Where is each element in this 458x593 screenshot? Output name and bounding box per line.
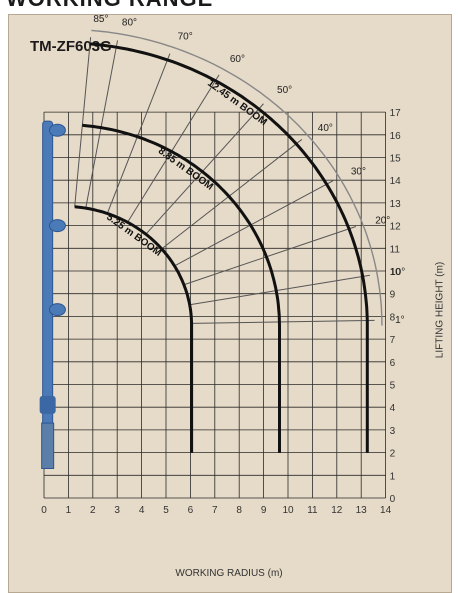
boom-angle-line bbox=[127, 74, 220, 223]
boom-head bbox=[48, 219, 66, 233]
y-tick-label: 7 bbox=[390, 335, 396, 346]
x-tick-label: 12 bbox=[331, 505, 343, 516]
boom-arc bbox=[89, 42, 369, 453]
boom-angle-line bbox=[174, 180, 334, 267]
x-axis-label: WORKING RADIUS (m) bbox=[175, 568, 283, 579]
y-tick-label: 12 bbox=[390, 222, 402, 233]
x-tick-label: 6 bbox=[188, 505, 194, 516]
x-tick-label: 13 bbox=[356, 505, 368, 516]
y-tick-label: 1 bbox=[390, 471, 396, 482]
y-tick-label: 15 bbox=[390, 154, 402, 165]
x-tick-label: 1 bbox=[66, 505, 72, 516]
boom-angle-line bbox=[145, 103, 264, 235]
y-tick-label: 3 bbox=[390, 426, 396, 437]
boom-arc bbox=[74, 205, 194, 453]
y-tick-label: 0 bbox=[390, 494, 396, 505]
boom-angle-label: 80° bbox=[122, 18, 137, 29]
boom-angle-line bbox=[183, 226, 357, 286]
boom-angle-line bbox=[74, 37, 92, 207]
boom-head bbox=[48, 123, 66, 137]
y-tick-label: 4 bbox=[390, 403, 396, 414]
boom-head bbox=[48, 303, 66, 317]
boom-arc bbox=[82, 123, 281, 453]
boom-angle-label: 30° bbox=[351, 167, 366, 178]
chart-panel bbox=[8, 14, 452, 593]
boom-angle-label: 40° bbox=[318, 123, 333, 134]
x-tick-label: 8 bbox=[236, 505, 242, 516]
boom-angle-label: 85° bbox=[93, 14, 108, 25]
crane-base bbox=[39, 395, 56, 414]
boom-angle-line bbox=[191, 319, 375, 324]
y-tick-label: 10 bbox=[390, 267, 402, 278]
crane-column bbox=[41, 422, 55, 469]
y-tick-label: 8 bbox=[390, 312, 396, 323]
boom-length-label: 8.85 m BOOM bbox=[156, 146, 215, 193]
boom-angle-label: 70° bbox=[178, 31, 193, 42]
y-axis-label: LIFTING HEIGHT (m) bbox=[434, 261, 446, 359]
boom-angle-line bbox=[161, 139, 303, 250]
y-tick-label: 11 bbox=[390, 244, 401, 255]
page-title: WORKING RANGE bbox=[6, 0, 213, 12]
x-tick-label: 2 bbox=[90, 505, 96, 516]
boom-angle-line bbox=[85, 40, 119, 209]
x-tick-label: 5 bbox=[163, 505, 169, 516]
boom-angle-label: 20° bbox=[375, 215, 390, 226]
y-tick-label: 9 bbox=[390, 290, 396, 301]
crane-mast bbox=[42, 120, 54, 469]
x-tick-label: 7 bbox=[212, 505, 218, 516]
x-tick-label: 4 bbox=[139, 505, 145, 516]
x-tick-label: 3 bbox=[114, 505, 120, 516]
x-tick-label: 11 bbox=[307, 505, 318, 516]
model-name: TM-ZF603G bbox=[30, 38, 112, 55]
header-strip: WORKING RANGE bbox=[0, 0, 458, 14]
boom-length-label: 5.25 m BOOM bbox=[104, 212, 163, 259]
boom-angle-label: 60° bbox=[230, 54, 245, 65]
y-tick-label: 17 bbox=[390, 108, 402, 119]
y-tick-label: 13 bbox=[390, 199, 402, 210]
boom-angle-label: 10° bbox=[390, 267, 405, 278]
y-tick-label: 6 bbox=[390, 358, 396, 369]
x-tick-label: 10 bbox=[282, 505, 294, 516]
boom-angle-label: 1° bbox=[395, 315, 405, 326]
y-tick-label: 16 bbox=[390, 131, 402, 142]
y-tick-label: 2 bbox=[390, 449, 396, 460]
boom-angle-label: 50° bbox=[277, 85, 292, 96]
y-tick-label: 14 bbox=[390, 176, 402, 187]
boom-angle-line bbox=[189, 274, 370, 306]
boom-angle-line bbox=[106, 53, 171, 214]
x-tick-label: 9 bbox=[261, 505, 267, 516]
y-tick-label: 5 bbox=[390, 381, 396, 392]
hook-reach-arc bbox=[91, 29, 383, 326]
x-tick-label: 14 bbox=[380, 505, 392, 516]
x-tick-label: 0 bbox=[41, 505, 47, 516]
